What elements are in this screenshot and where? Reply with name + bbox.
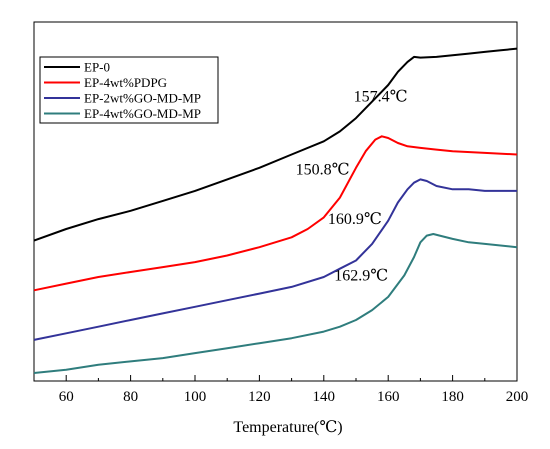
annotations: 157.4℃ 150.8℃ 160.9℃ 162.9℃ bbox=[296, 89, 408, 285]
x-tick-label: 100 bbox=[184, 389, 207, 405]
legend-label-2: EP-4wt%PDPG bbox=[84, 75, 167, 90]
x-tick-label: 180 bbox=[441, 389, 464, 405]
series-layer bbox=[33, 47, 518, 374]
series-line-1 bbox=[33, 47, 518, 242]
series-line-3 bbox=[33, 178, 517, 341]
x-tick-label: 120 bbox=[248, 389, 271, 405]
x-axis-title: Temperature(℃) bbox=[233, 419, 342, 436]
plot-frame bbox=[33, 21, 518, 382]
x-tick-label: 80 bbox=[123, 389, 138, 405]
tg-annotation-2: 150.8℃ bbox=[296, 161, 350, 178]
ticks-layer: 60 80 100 120 140 160 180 200 bbox=[33, 375, 529, 405]
series-line-4 bbox=[33, 233, 518, 374]
tg-annotation-4: 162.9℃ bbox=[334, 267, 388, 284]
x-tick-label: 160 bbox=[377, 389, 400, 405]
tg-annotation-3: 160.9℃ bbox=[328, 211, 382, 228]
legend: EP-0EP-4wt%PDPGEP-2wt%GO-MD-MPEP-4wt%GO-… bbox=[39, 56, 219, 124]
tg-annotation-1: 157.4℃ bbox=[354, 89, 408, 106]
legend-label-3: EP-2wt%GO-MD-MP bbox=[84, 91, 201, 106]
legend-label-4: EP-4wt%GO-MD-MP bbox=[84, 106, 201, 121]
x-tick-label: 140 bbox=[313, 389, 336, 405]
x-tick-label: 60 bbox=[59, 389, 74, 405]
series-line-2 bbox=[33, 135, 518, 292]
legend-label-1: EP-0 bbox=[84, 60, 110, 75]
x-tick-label: 200 bbox=[506, 389, 529, 405]
